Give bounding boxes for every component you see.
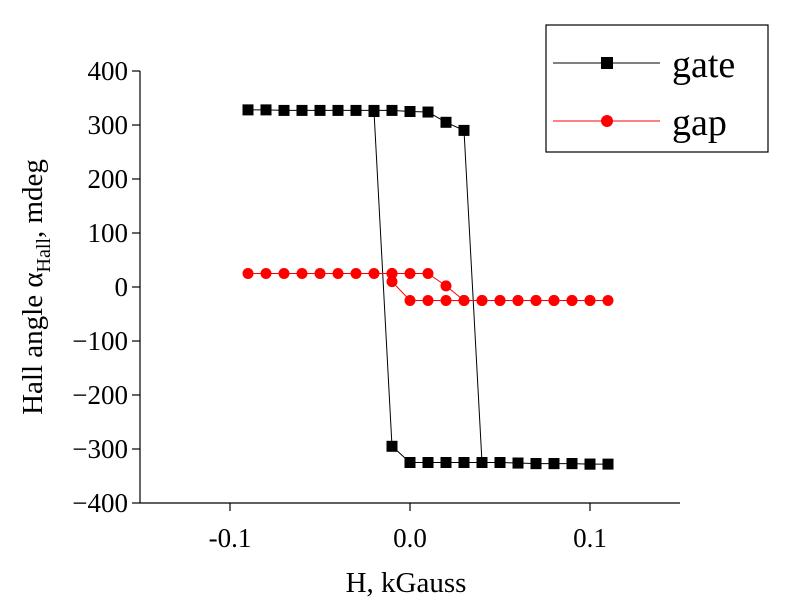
data-point-gap: [404, 268, 416, 279]
x-axis-title: H, kGauss: [346, 567, 467, 599]
data-point-gate: [494, 457, 506, 468]
data-point-gap: [530, 295, 542, 306]
data-point-gate: [404, 106, 416, 117]
data-point-gate: [368, 106, 380, 117]
y-axis-title-subscript: Hall: [33, 238, 55, 273]
y-axis-title: Hall angle αHall, mdeg: [17, 159, 55, 415]
data-point-gap: [296, 268, 308, 279]
legend-marker-gap: [601, 115, 613, 127]
data-point-gate: [314, 104, 326, 116]
x-tick-label: 0.1: [573, 523, 607, 553]
series-layer: [242, 104, 614, 470]
data-point-gate: [602, 458, 614, 470]
data-point-gap: [404, 295, 416, 306]
y-tick-label: 300: [88, 110, 129, 140]
y-axis-title-suffix: , mdeg: [17, 159, 49, 238]
data-point-gate: [584, 458, 596, 470]
y-tick-label: −200: [72, 380, 128, 410]
legend-label-gate: gate: [672, 44, 735, 86]
series-gap: [242, 268, 614, 306]
legend-label-gap: gap: [672, 102, 727, 144]
x-tick-label: 0.0: [393, 523, 427, 553]
data-point-gate: [458, 457, 470, 468]
data-point-gate: [548, 458, 560, 470]
data-point-gap: [566, 295, 578, 306]
data-point-gap: [494, 295, 506, 306]
data-point-gap: [368, 268, 380, 279]
data-point-gap: [350, 268, 362, 279]
y-tick-label: 100: [88, 218, 129, 248]
x-tick-label: -0.1: [209, 523, 252, 553]
data-point-gate: [350, 104, 362, 116]
data-point-gap: [602, 295, 614, 306]
data-point-gate: [296, 104, 308, 116]
data-point-gap: [584, 295, 596, 306]
y-tick-label: −100: [72, 326, 128, 356]
data-point-gap: [548, 295, 560, 306]
data-point-gap: [242, 268, 254, 279]
data-point-gap: [440, 295, 452, 306]
data-point-gate: [386, 440, 398, 452]
data-point-gate: [512, 457, 524, 469]
legend: gate gap: [545, 24, 769, 153]
data-point-gap: [386, 276, 398, 288]
data-point-gap: [458, 295, 470, 306]
y-axis-ticks: 400 300 200 100 0 −100 −200 −300 −400: [72, 56, 140, 518]
x-axis-ticks: -0.1 0.0 0.1: [209, 503, 607, 553]
data-point-gap: [278, 268, 290, 279]
data-point-gate: [422, 457, 434, 468]
y-tick-label: −400: [72, 488, 128, 518]
data-point-gate: [278, 104, 290, 116]
series-gate: [242, 104, 614, 470]
y-axis-title-base: Hall angle α: [17, 272, 49, 414]
series-line-gap: [248, 273, 608, 301]
data-point-gate: [476, 457, 488, 468]
data-point-gap: [386, 268, 398, 279]
legend-marker-gate: [601, 57, 613, 69]
data-point-gap: [260, 268, 272, 279]
y-tick-label: 0: [115, 272, 129, 302]
data-point-gate: [332, 104, 344, 116]
data-point-gate: [458, 124, 470, 136]
data-point-gap: [332, 268, 344, 279]
data-point-gap: [476, 295, 488, 306]
data-point-gate: [260, 104, 272, 116]
y-tick-label: −300: [72, 434, 128, 464]
data-point-gate: [404, 457, 416, 468]
y-tick-label: 400: [88, 56, 129, 86]
y-tick-label: 200: [88, 164, 129, 194]
data-point-gate: [386, 104, 398, 116]
data-point-gate: [566, 458, 578, 470]
data-point-gap: [314, 268, 326, 279]
legend-box: [545, 24, 769, 153]
data-point-gap: [440, 280, 452, 292]
data-point-gate: [440, 457, 452, 468]
data-point-gap: [422, 295, 434, 306]
data-point-gap: [422, 268, 434, 279]
data-point-gap: [512, 295, 524, 306]
series-line-gate: [248, 109, 608, 465]
data-point-gate: [530, 458, 542, 470]
data-point-gate: [440, 116, 452, 128]
data-point-gate: [242, 104, 254, 116]
data-point-gate: [422, 106, 434, 118]
